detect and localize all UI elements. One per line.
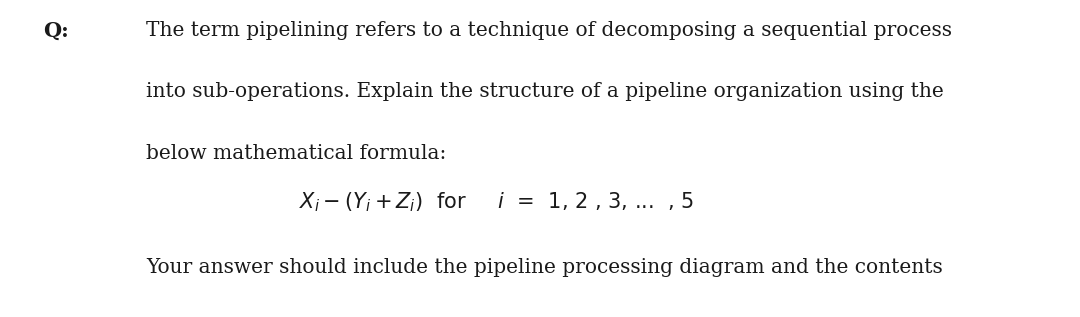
Text: Q:: Q: bbox=[43, 21, 69, 41]
Text: into sub-operations. Explain the structure of a pipeline organization using the: into sub-operations. Explain the structu… bbox=[146, 82, 944, 101]
Text: Your answer should include the pipeline processing diagram and the contents: Your answer should include the pipeline … bbox=[146, 258, 943, 277]
Text: below mathematical formula:: below mathematical formula: bbox=[146, 144, 446, 163]
Text: $X_i - (Y_i + Z_i)$  for     $i$  =  1, 2 , 3, ...  , 5: $X_i - (Y_i + Z_i)$ for $i$ = 1, 2 , 3, … bbox=[299, 190, 694, 214]
Text: The term pipelining refers to a technique of decomposing a sequential process: The term pipelining refers to a techniqu… bbox=[146, 21, 951, 40]
